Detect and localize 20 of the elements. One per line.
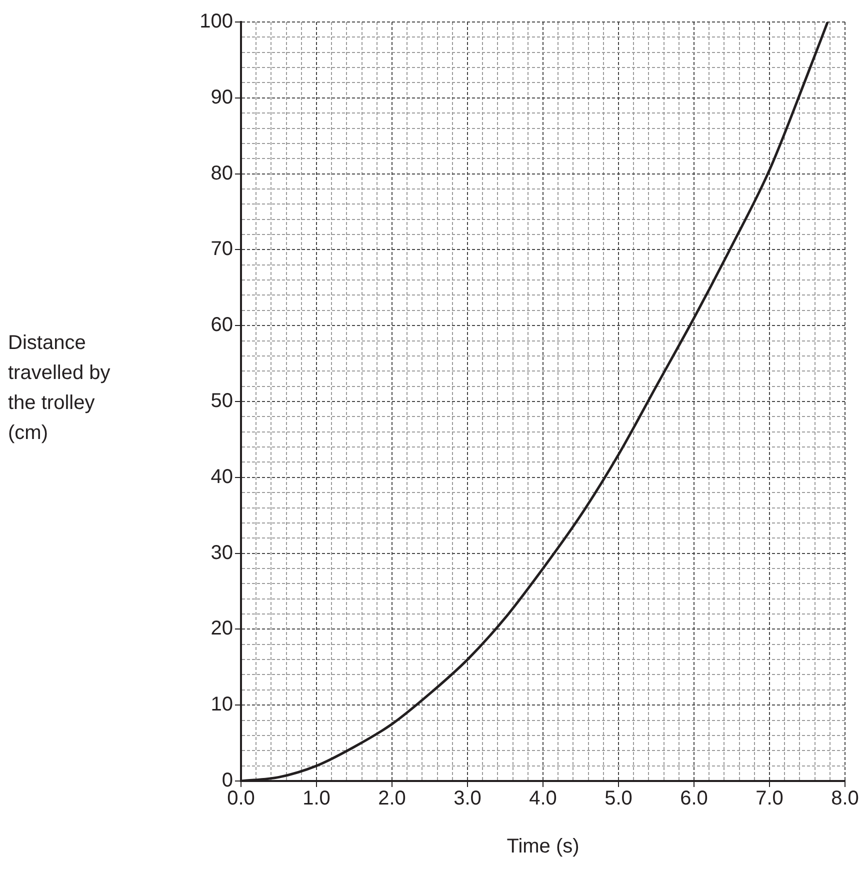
x-tick-label: 6.0 (680, 788, 708, 810)
y-tick-label: 70 (210, 238, 233, 260)
y-tick-label: 50 (210, 390, 233, 412)
y-tick-label: 60 (210, 314, 233, 336)
y-tick-label: 40 (210, 466, 233, 488)
y-tick-label: 10 (210, 694, 233, 716)
x-tick-label: 7.0 (756, 788, 784, 810)
x-tick-label: 3.0 (454, 788, 482, 810)
x-tick-label: 8.0 (831, 788, 859, 810)
y-tick-label: 80 (210, 162, 233, 184)
x-tick-label: 5.0 (604, 788, 632, 810)
y-tick-label: 30 (210, 542, 233, 564)
y-tick-label: 20 (210, 618, 233, 640)
y-axis-title: Distance travelled by the trolley (cm) (8, 331, 112, 446)
y-tick-label: 100 (200, 10, 233, 33)
x-tick-label: 2.0 (378, 788, 406, 810)
x-tick-label: 1.0 (302, 788, 330, 810)
x-tick-label: 4.0 (529, 788, 557, 810)
y-tick-label: 90 (210, 86, 233, 108)
x-axis-title: Time (s) (506, 836, 580, 858)
